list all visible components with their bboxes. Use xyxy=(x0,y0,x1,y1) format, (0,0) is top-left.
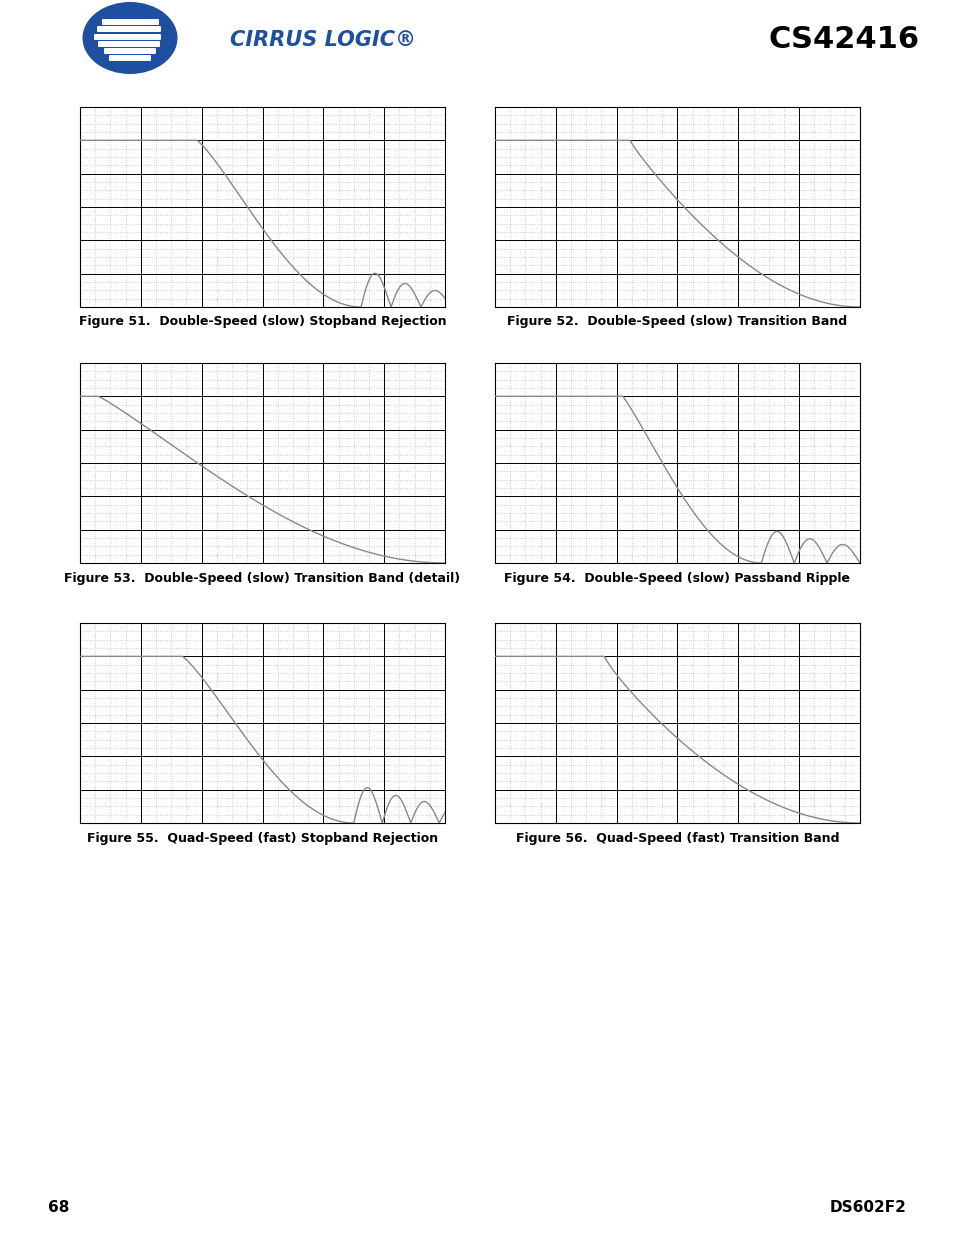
FancyBboxPatch shape xyxy=(94,35,161,40)
FancyBboxPatch shape xyxy=(97,26,161,32)
Text: Figure 56.  Quad-Speed (fast) Transition Band: Figure 56. Quad-Speed (fast) Transition … xyxy=(516,832,839,845)
FancyBboxPatch shape xyxy=(102,19,159,25)
Text: Figure 54.  Double-Speed (slow) Passband Ripple: Figure 54. Double-Speed (slow) Passband … xyxy=(504,572,850,585)
Text: CIRRUS LOGIC®: CIRRUS LOGIC® xyxy=(230,30,416,49)
FancyBboxPatch shape xyxy=(104,48,156,54)
Text: Figure 52.  Double-Speed (slow) Transition Band: Figure 52. Double-Speed (slow) Transitio… xyxy=(507,315,846,329)
FancyBboxPatch shape xyxy=(98,41,160,47)
Text: Figure 53.  Double-Speed (slow) Transition Band (detail): Figure 53. Double-Speed (slow) Transitio… xyxy=(65,572,460,585)
Text: CS42416: CS42416 xyxy=(768,26,919,54)
Text: Figure 55.  Quad-Speed (fast) Stopband Rejection: Figure 55. Quad-Speed (fast) Stopband Re… xyxy=(87,832,437,845)
Ellipse shape xyxy=(82,2,177,74)
Text: Figure 51.  Double-Speed (slow) Stopband Rejection: Figure 51. Double-Speed (slow) Stopband … xyxy=(78,315,446,329)
Text: DS602F2: DS602F2 xyxy=(828,1200,905,1215)
FancyBboxPatch shape xyxy=(109,56,151,61)
Text: 68: 68 xyxy=(48,1200,69,1215)
